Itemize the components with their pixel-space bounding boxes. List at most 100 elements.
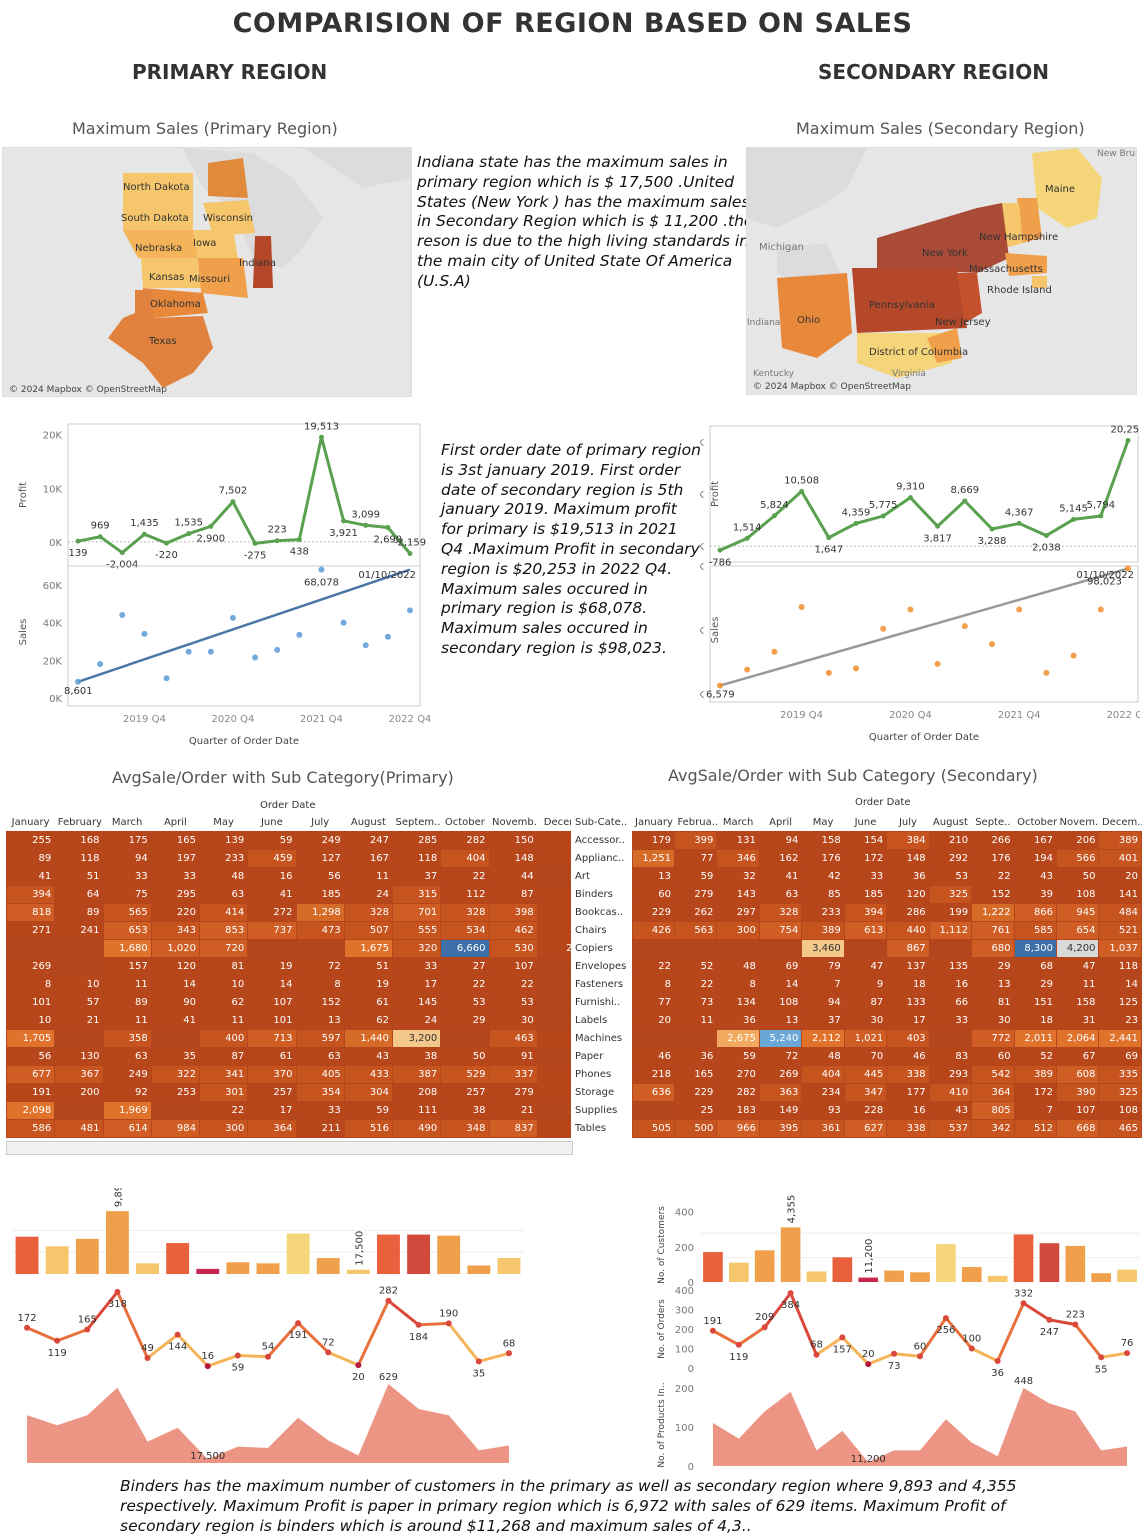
heatmap-cell[interactable]: 613 bbox=[843, 921, 888, 940]
heatmap-cell[interactable] bbox=[54, 939, 104, 958]
heatmap-cell[interactable]: 279 bbox=[488, 1083, 538, 1102]
heatmap-cell[interactable] bbox=[536, 993, 571, 1012]
heatmap-cell[interactable]: 389 bbox=[801, 921, 845, 940]
heatmap-cell[interactable]: 66 bbox=[928, 993, 973, 1012]
heatmap-cell[interactable]: 191 bbox=[6, 1083, 56, 1102]
heatmap-cell[interactable]: 247 bbox=[343, 831, 394, 850]
heatmap-cell[interactable]: 701 bbox=[391, 903, 442, 922]
heatmap-cell[interactable]: 220 bbox=[150, 903, 201, 922]
heatmap-cell[interactable]: 337 bbox=[488, 1065, 538, 1084]
heatmap-cell[interactable]: 30 bbox=[971, 1011, 1015, 1030]
heatmap-cell[interactable]: 6 bbox=[536, 1029, 571, 1048]
heatmap-cell[interactable]: 29 bbox=[440, 1011, 490, 1030]
heatmap-cell[interactable]: 89 bbox=[54, 903, 104, 922]
heatmap-cell[interactable] bbox=[536, 1047, 571, 1066]
heatmap-cell[interactable]: 229 bbox=[673, 1083, 718, 1102]
heatmap-cell[interactable]: 56 bbox=[6, 1047, 56, 1066]
heatmap-cell[interactable]: 63 bbox=[198, 885, 249, 904]
heatmap-cell[interactable]: 148 bbox=[886, 849, 930, 868]
heatmap-cell[interactable]: 199 bbox=[928, 903, 973, 922]
heatmap-cell[interactable]: 269 bbox=[758, 1065, 803, 1084]
heatmap-cell[interactable]: 72 bbox=[295, 957, 345, 976]
heatmap-cell[interactable]: 530 bbox=[488, 939, 538, 958]
heatmap-cell[interactable]: 91 bbox=[488, 1047, 538, 1066]
heatmap-cell[interactable]: 148 bbox=[488, 849, 538, 868]
heatmap-cell[interactable]: 51 bbox=[343, 957, 394, 976]
heatmap-cell[interactable]: 33 bbox=[295, 1101, 345, 1120]
heatmap-cell[interactable]: 1 bbox=[536, 1083, 571, 1102]
heatmap-cell[interactable]: 19 bbox=[247, 957, 297, 976]
heatmap-cell[interactable]: 3 bbox=[536, 903, 571, 922]
heatmap-cell[interactable]: 342 bbox=[971, 1119, 1015, 1138]
heatmap-cell[interactable]: 53 bbox=[488, 993, 538, 1012]
primary-heatmap-scrollbar[interactable] bbox=[6, 1141, 573, 1155]
heatmap-cell[interactable]: 20 bbox=[631, 1011, 675, 1030]
heatmap-cell[interactable]: 14 bbox=[758, 975, 803, 994]
heatmap-cell[interactable]: 400 bbox=[198, 1029, 249, 1048]
heatmap-cell[interactable] bbox=[673, 939, 718, 958]
heatmap-cell[interactable]: 404 bbox=[801, 1065, 845, 1084]
heatmap-cell[interactable]: 14 bbox=[247, 975, 297, 994]
heatmap-cell[interactable]: 175 bbox=[102, 831, 152, 850]
heatmap-cell[interactable]: 42 bbox=[801, 867, 845, 886]
heatmap-cell[interactable]: 94 bbox=[801, 993, 845, 1012]
heatmap-cell[interactable]: 11 bbox=[673, 1011, 718, 1030]
heatmap-cell[interactable]: 1,680 bbox=[102, 939, 152, 958]
heatmap-cell[interactable]: 586 bbox=[6, 1119, 56, 1138]
heatmap-cell[interactable]: 37 bbox=[801, 1011, 845, 1030]
heatmap-cell[interactable]: 853 bbox=[198, 921, 249, 940]
heatmap-cell[interactable]: 130 bbox=[54, 1047, 104, 1066]
heatmap-cell[interactable]: 818 bbox=[6, 903, 56, 922]
heatmap-cell[interactable]: 272 bbox=[247, 903, 297, 922]
heatmap-cell[interactable]: 59 bbox=[716, 1047, 760, 1066]
heatmap-cell[interactable]: 145 bbox=[391, 993, 442, 1012]
heatmap-cell[interactable]: 139 bbox=[198, 831, 249, 850]
heatmap-cell[interactable]: 8,300 bbox=[1013, 939, 1058, 958]
heatmap-cell[interactable]: 459 bbox=[247, 849, 297, 868]
heatmap-cell[interactable]: 67 bbox=[1056, 1047, 1100, 1066]
heatmap-cell[interactable] bbox=[758, 939, 803, 958]
heatmap-cell[interactable]: 249 bbox=[295, 831, 345, 850]
heatmap-cell[interactable]: 69 bbox=[758, 957, 803, 976]
heatmap-cell[interactable]: 134 bbox=[716, 993, 760, 1012]
heatmap-cell[interactable]: 19 bbox=[343, 975, 394, 994]
heatmap-cell[interactable]: 211 bbox=[295, 1119, 345, 1138]
heatmap-cell[interactable] bbox=[150, 1101, 201, 1120]
heatmap-cell[interactable]: 597 bbox=[295, 1029, 345, 1048]
heatmap-cell[interactable]: 69 bbox=[1098, 1047, 1142, 1066]
secondary-heatmap[interactable]: Sub-Cate.. January Februa.. March April May Ju… bbox=[572, 814, 1142, 1144]
heatmap-cell[interactable]: 405 bbox=[295, 1065, 345, 1084]
heatmap-cell[interactable]: 18 bbox=[886, 975, 930, 994]
heatmap-cell[interactable] bbox=[54, 1029, 104, 1048]
heatmap-cell[interactable]: 257 bbox=[247, 1083, 297, 1102]
heatmap-cell[interactable]: 2,098 bbox=[6, 1101, 56, 1120]
heatmap-cell[interactable]: 390 bbox=[1056, 1083, 1100, 1102]
heatmap-cell[interactable]: 38 bbox=[440, 1101, 490, 1120]
heatmap-cell[interactable]: 1 bbox=[536, 849, 571, 868]
heatmap-cell[interactable]: 867 bbox=[886, 939, 930, 958]
heatmap-cell[interactable]: 370 bbox=[247, 1065, 297, 1084]
heatmap-cell[interactable]: 107 bbox=[1056, 1101, 1100, 1120]
heatmap-cell[interactable]: 668 bbox=[1056, 1119, 1100, 1138]
heatmap-cell[interactable]: 320 bbox=[391, 939, 442, 958]
heatmap-cell[interactable]: 36 bbox=[716, 1011, 760, 1030]
primary-map[interactable]: North Dakota South Dakota Wisconsin Nebr… bbox=[2, 147, 412, 397]
heatmap-cell[interactable]: 77 bbox=[673, 849, 718, 868]
heatmap-cell[interactable]: 282 bbox=[440, 831, 490, 850]
heatmap-cell[interactable]: 172 bbox=[843, 849, 888, 868]
heatmap-cell[interactable]: 473 bbox=[295, 921, 345, 940]
heatmap-cell[interactable]: 29 bbox=[1013, 975, 1058, 994]
heatmap-cell[interactable]: 33 bbox=[391, 957, 442, 976]
heatmap-cell[interactable]: 255 bbox=[6, 831, 56, 850]
heatmap-cell[interactable]: 410 bbox=[928, 1083, 973, 1102]
heatmap-cell[interactable]: 48 bbox=[198, 867, 249, 886]
heatmap-cell[interactable]: 10 bbox=[6, 1011, 56, 1030]
heatmap-cell[interactable]: 33 bbox=[843, 867, 888, 886]
heatmap-cell[interactable]: 87 bbox=[198, 1047, 249, 1066]
heatmap-cell[interactable]: 152 bbox=[295, 993, 345, 1012]
heatmap-cell[interactable]: 338 bbox=[886, 1119, 930, 1138]
heatmap-cell[interactable] bbox=[536, 957, 571, 976]
heatmap-cell[interactable]: 384 bbox=[886, 831, 930, 850]
heatmap-cell[interactable]: 60 bbox=[971, 1047, 1015, 1066]
heatmap-cell[interactable]: 22 bbox=[971, 867, 1015, 886]
